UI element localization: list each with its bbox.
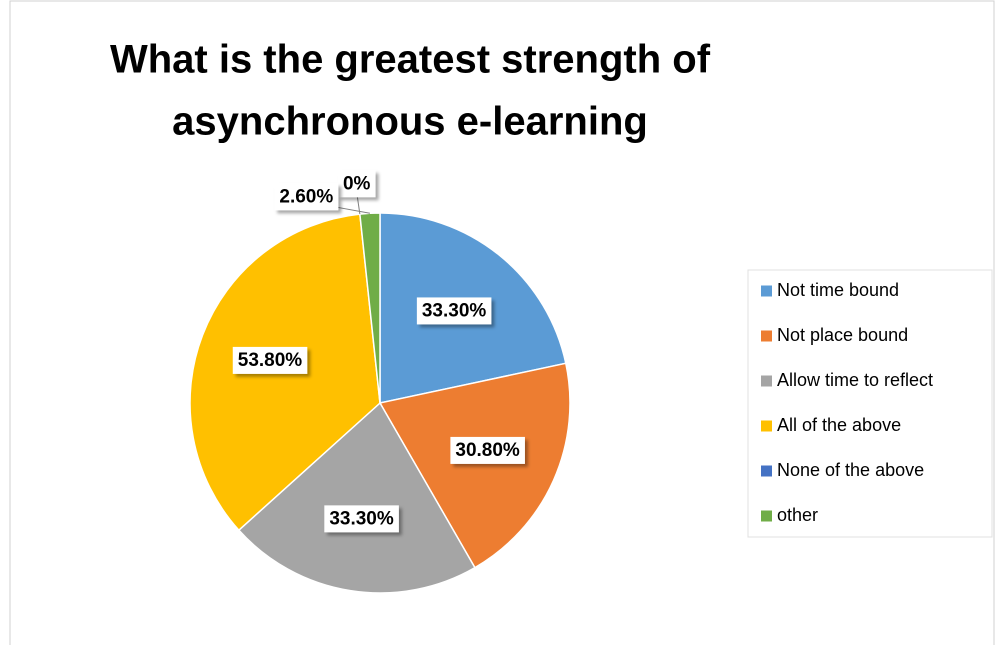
data-labels: 33.30% 30.80% 33.30% 53.80% 0% 2.60% — [232, 170, 525, 533]
data-label: 2.60% — [279, 186, 333, 207]
legend-label: None of the above — [777, 460, 924, 480]
legend-frame — [747, 269, 993, 538]
data-label: 53.80% — [238, 350, 303, 371]
pie-slice — [378, 362, 571, 569]
legend-swatch — [761, 330, 772, 342]
legend-swatch — [761, 285, 772, 297]
pie-slice — [237, 401, 476, 594]
data-label-box — [416, 297, 492, 325]
chart-title: asynchronous e-learning — [172, 100, 648, 144]
data-label: 33.30% — [422, 300, 487, 321]
data-label-box — [450, 436, 525, 464]
legend-label: Not place bound — [777, 325, 908, 345]
chart-title: What is the greatest strength of — [110, 38, 711, 82]
data-label-box — [274, 183, 339, 211]
data-label-box — [337, 170, 376, 198]
data-label: 33.30% — [329, 508, 394, 529]
data-label-box — [232, 346, 308, 374]
legend-swatch — [761, 420, 772, 432]
legend-swatch — [761, 465, 772, 477]
legend-swatch — [761, 510, 772, 522]
legend-label: Not time bound — [777, 280, 899, 300]
legend-swatch — [761, 375, 772, 387]
legend-label: Allow time to reflect — [777, 370, 933, 390]
legend-label: other — [777, 505, 818, 525]
pie-slice — [359, 212, 381, 404]
legend-label: All of the above — [777, 415, 901, 435]
data-label: 30.80% — [455, 440, 520, 461]
data-label: 0% — [343, 173, 371, 194]
legend: Not time bound Not place bound Allow time … — [761, 280, 933, 525]
data-label-box — [324, 505, 399, 533]
pie — [189, 212, 571, 594]
